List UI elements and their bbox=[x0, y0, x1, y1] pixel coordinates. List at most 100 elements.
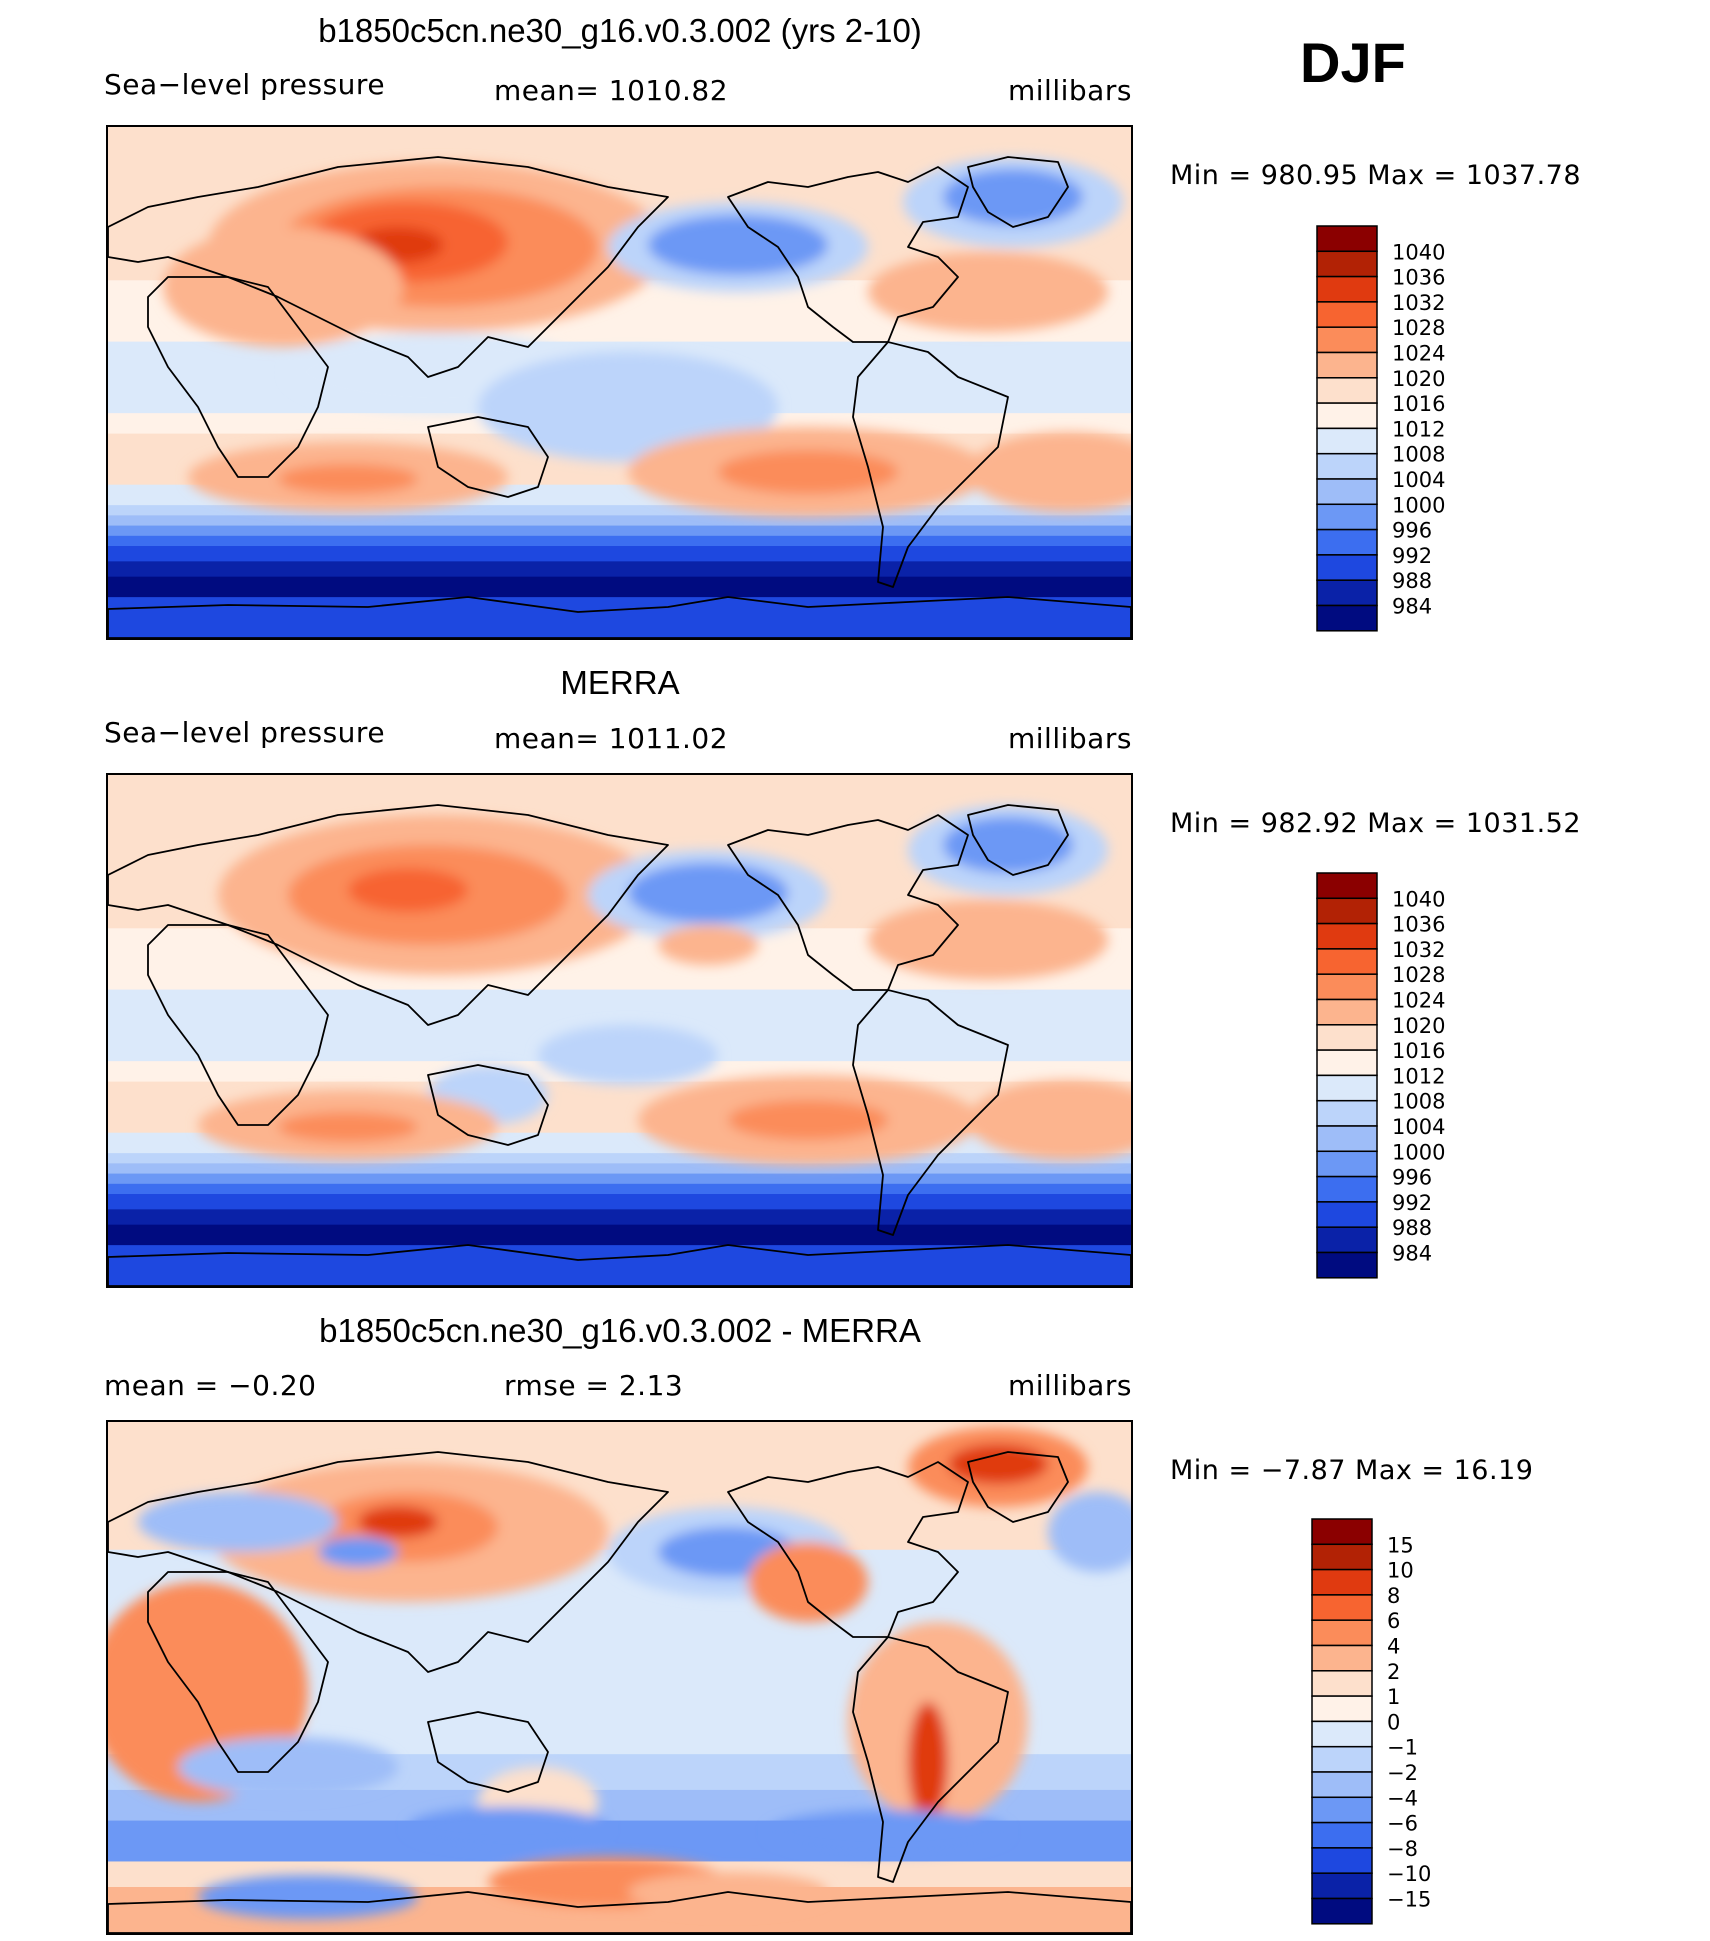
colorbar-swatch bbox=[1316, 326, 1378, 354]
colorbar-tick-label: 1040 bbox=[1392, 887, 1445, 911]
variable-label: Sea−level pressure bbox=[104, 716, 386, 749]
colorbar-swatch bbox=[1316, 1251, 1378, 1279]
minmax-label: Min = 982.92 Max = 1031.52 bbox=[1170, 808, 1582, 839]
colorbar-tick-label: 1004 bbox=[1392, 1115, 1445, 1139]
colorbar-swatch bbox=[1311, 1695, 1373, 1723]
panel-title: b1850c5cn.ne30_g16.v0.3.002 - MERRA bbox=[319, 1312, 921, 1349]
colorbar-swatch bbox=[1316, 872, 1378, 900]
season-label: DJF bbox=[1300, 31, 1406, 94]
colorbar-swatch bbox=[1316, 897, 1378, 925]
colorbar-tick-label: −8 bbox=[1387, 1837, 1418, 1861]
colorbar-swatch bbox=[1316, 478, 1378, 506]
colorbar-tick-label: −10 bbox=[1387, 1862, 1431, 1886]
colorbar-tick-label: 0 bbox=[1387, 1710, 1400, 1734]
colorbar-swatch bbox=[1316, 528, 1378, 556]
map-panel bbox=[106, 125, 1133, 640]
colorbar-tick-label: 996 bbox=[1392, 1166, 1432, 1190]
colorbar-tick-label: 10 bbox=[1387, 1559, 1414, 1583]
colorbar-tick-label: −4 bbox=[1387, 1786, 1418, 1810]
colorbar-tick-label: 4 bbox=[1387, 1635, 1400, 1659]
colorbar-swatch bbox=[1316, 377, 1378, 404]
colorbar-tick-label: 6 bbox=[1387, 1609, 1400, 1633]
colorbar-tick-label: 988 bbox=[1392, 1216, 1432, 1240]
colorbar-swatch bbox=[1316, 275, 1378, 303]
colorbar-swatch bbox=[1316, 1024, 1378, 1051]
mean-label: mean= 1010.82 bbox=[494, 74, 729, 107]
colorbar-swatch bbox=[1311, 1619, 1373, 1647]
colorbar-swatch bbox=[1316, 579, 1378, 607]
colorbar-swatch bbox=[1316, 948, 1378, 975]
colorbar-swatch bbox=[1316, 1125, 1378, 1153]
colorbar-tick-label: 984 bbox=[1392, 1242, 1432, 1266]
map-panel bbox=[106, 1420, 1133, 1935]
panel-title: MERRA bbox=[560, 664, 680, 701]
colorbar-swatch bbox=[1316, 1150, 1378, 1178]
colorbar-swatch bbox=[1311, 1518, 1373, 1546]
colorbar-swatch bbox=[1311, 1644, 1373, 1672]
colorbar-tick-label: 1020 bbox=[1392, 1014, 1445, 1038]
colorbar-tick-label: 15 bbox=[1387, 1533, 1414, 1557]
colorbar-tick-label: 1000 bbox=[1392, 1140, 1445, 1164]
units-label: millibars bbox=[1008, 722, 1132, 755]
units-label: millibars bbox=[1008, 1369, 1132, 1402]
colorbar-swatch bbox=[1316, 973, 1378, 1001]
colorbar: 15 10 8 6 4 2 1 0 −1 −2 −4 −6 −8 −10 −15 bbox=[1311, 1518, 1471, 1931]
colorbar-tick-label: 1016 bbox=[1392, 392, 1445, 416]
colorbar-tick-label: 1028 bbox=[1392, 316, 1445, 340]
colorbar-tick-label: 1016 bbox=[1392, 1039, 1445, 1063]
mean-label: mean= 1011.02 bbox=[494, 722, 729, 755]
colorbar-tick-label: −6 bbox=[1387, 1812, 1418, 1836]
colorbar-tick-label: 996 bbox=[1392, 519, 1432, 543]
colorbar-swatch bbox=[1316, 351, 1378, 379]
colorbar-tick-label: 1024 bbox=[1392, 989, 1445, 1013]
colorbar-swatch bbox=[1311, 1568, 1373, 1596]
colorbar-swatch bbox=[1311, 1847, 1373, 1874]
colorbar-swatch bbox=[1316, 1049, 1378, 1077]
colorbar-tick-label: 1000 bbox=[1392, 493, 1445, 517]
rmse-label: rmse = 2.13 bbox=[504, 1369, 684, 1402]
colorbar-tick-label: 2 bbox=[1387, 1660, 1400, 1684]
colorbar-swatch bbox=[1316, 604, 1378, 632]
colorbar-tick-label: 992 bbox=[1392, 1191, 1432, 1215]
units-label: millibars bbox=[1008, 74, 1132, 107]
colorbar-swatch bbox=[1311, 1796, 1373, 1824]
colorbar-swatch bbox=[1316, 554, 1378, 581]
minmax-label: Min = −7.87 Max = 16.19 bbox=[1170, 1455, 1534, 1486]
colorbar-swatch bbox=[1316, 427, 1378, 455]
variable-label: Sea−level pressure bbox=[104, 68, 386, 101]
colorbar-swatch bbox=[1316, 1175, 1378, 1203]
mean-label: mean = −0.20 bbox=[104, 1369, 317, 1402]
colorbar-tick-label: 1024 bbox=[1392, 342, 1445, 366]
colorbar-tick-label: 984 bbox=[1392, 595, 1432, 619]
colorbar-swatch bbox=[1316, 250, 1378, 278]
colorbar-swatch bbox=[1316, 1201, 1378, 1228]
colorbar-swatch bbox=[1311, 1594, 1373, 1621]
colorbar: 1040 1036 1032 1028 1024 1020 1016 1012 1008 1004… bbox=[1316, 872, 1476, 1285]
colorbar-tick-label: 1020 bbox=[1392, 367, 1445, 391]
colorbar-tick-label: 1008 bbox=[1392, 443, 1445, 467]
colorbar-swatch bbox=[1316, 922, 1378, 950]
colorbar-swatch bbox=[1316, 503, 1378, 531]
colorbar-swatch bbox=[1311, 1771, 1373, 1799]
colorbar-tick-label: 992 bbox=[1392, 544, 1432, 568]
colorbar-tick-label: 1 bbox=[1387, 1685, 1400, 1709]
colorbar-swatch bbox=[1311, 1872, 1373, 1900]
colorbar-swatch bbox=[1316, 225, 1378, 253]
colorbar-tick-label: 1008 bbox=[1392, 1090, 1445, 1114]
colorbar-swatch bbox=[1316, 998, 1378, 1026]
colorbar-tick-label: 8 bbox=[1387, 1584, 1400, 1608]
colorbar-tick-label: 1012 bbox=[1392, 417, 1445, 441]
minmax-label: Min = 980.95 Max = 1037.78 bbox=[1170, 160, 1582, 191]
colorbar-tick-label: 1032 bbox=[1392, 938, 1445, 962]
colorbar-swatch bbox=[1316, 1074, 1378, 1102]
colorbar: 1040 1036 1032 1028 1024 1020 1016 1012 1008 1004… bbox=[1316, 225, 1476, 638]
map-panel bbox=[106, 773, 1133, 1288]
colorbar-swatch bbox=[1311, 1670, 1373, 1697]
colorbar-swatch bbox=[1316, 1226, 1378, 1254]
colorbar-tick-label: 1028 bbox=[1392, 963, 1445, 987]
colorbar-swatch bbox=[1316, 1099, 1378, 1127]
colorbar-swatch bbox=[1311, 1897, 1373, 1925]
colorbar-tick-label: 1012 bbox=[1392, 1064, 1445, 1088]
colorbar-tick-label: −2 bbox=[1387, 1761, 1418, 1785]
colorbar-swatch bbox=[1316, 452, 1378, 480]
